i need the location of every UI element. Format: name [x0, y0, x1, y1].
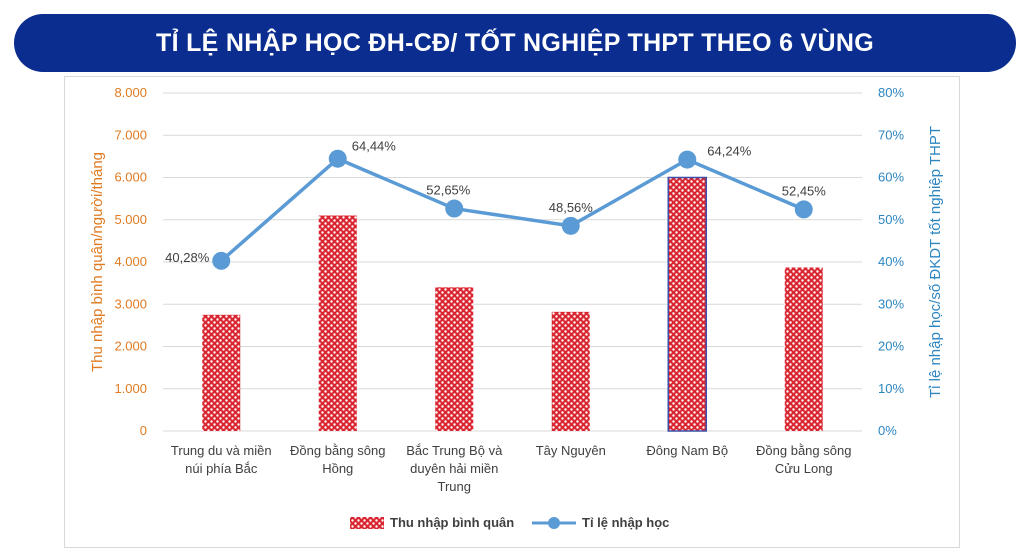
- bar: [667, 176, 707, 432]
- data-label: 40,28%: [165, 250, 210, 265]
- left-tick-label: 2.000: [114, 339, 147, 354]
- rate-point: [794, 200, 813, 219]
- right-tick-label: 40%: [878, 254, 904, 269]
- right-tick-label: 60%: [878, 170, 904, 185]
- title-banner: TỈ LỆ NHẬP HỌC ĐH-CĐ/ TỐT NGHIỆP THPT TH…: [14, 14, 1016, 72]
- left-tick-label: 4.000: [114, 254, 147, 269]
- category-label: Bắc Trung Bộ và: [406, 443, 503, 458]
- legend-swatch-bar: [350, 517, 384, 529]
- data-label: 64,44%: [352, 139, 397, 154]
- category-label: Trung du và miền: [171, 443, 272, 458]
- left-tick-label: 8.000: [114, 85, 147, 100]
- bar: [435, 287, 474, 431]
- category-label: Tây Nguyên: [536, 443, 606, 458]
- rate-point: [561, 216, 580, 235]
- bar: [202, 314, 241, 431]
- left-tick-label: 5.000: [114, 212, 147, 227]
- right-tick-label: 50%: [878, 212, 904, 227]
- legend-label-bar: Thu nhập bình quân: [390, 515, 514, 530]
- left-tick-label: 3.000: [114, 296, 147, 311]
- rate-point: [445, 199, 464, 218]
- chart-frame: [64, 76, 960, 548]
- left-tick-label: 1.000: [114, 381, 147, 396]
- rate-point: [678, 150, 697, 169]
- bar: [318, 215, 357, 431]
- bar: [551, 311, 590, 431]
- right-tick-label: 0%: [878, 423, 897, 438]
- data-label: 48,56%: [549, 200, 594, 215]
- bar: [784, 267, 823, 431]
- category-label: Đồng bằng sông: [290, 443, 385, 458]
- category-label: duyên hải miền: [410, 461, 498, 476]
- data-label: 64,24%: [707, 144, 752, 159]
- rate-point: [212, 251, 231, 270]
- data-label: 52,65%: [426, 183, 471, 198]
- legend-swatch-marker: [548, 517, 560, 529]
- category-label: Trung: [438, 479, 471, 494]
- rate-point: [328, 149, 347, 168]
- chart-title: TỈ LỆ NHẬP HỌC ĐH-CĐ/ TỐT NGHIỆP THPT TH…: [156, 28, 874, 57]
- category-label: Cửu Long: [775, 461, 833, 476]
- category-label: núi phía Bắc: [185, 461, 258, 476]
- left-tick-label: 7.000: [114, 127, 147, 142]
- left-axis-title: Thu nhập bình quân/người/tháng: [89, 152, 106, 372]
- right-tick-label: 70%: [878, 127, 904, 142]
- left-tick-label: 6.000: [114, 170, 147, 185]
- category-label: Đồng bằng sông: [756, 443, 851, 458]
- right-tick-label: 30%: [878, 296, 904, 311]
- rate-line: [220, 156, 805, 263]
- category-label: Hồng: [322, 461, 353, 476]
- category-label: Đông Nam Bộ: [646, 443, 728, 458]
- right-tick-label: 80%: [878, 85, 904, 100]
- left-tick-label: 0: [140, 423, 147, 438]
- data-label: 52,45%: [782, 183, 827, 198]
- right-tick-label: 20%: [878, 339, 904, 354]
- right-tick-label: 10%: [878, 381, 904, 396]
- legend-label-line: Tỉ lệ nhập học: [582, 515, 669, 530]
- right-axis-title: Tỉ lệ nhập học/số ĐKDT tốt nghiệp THPT: [927, 126, 944, 398]
